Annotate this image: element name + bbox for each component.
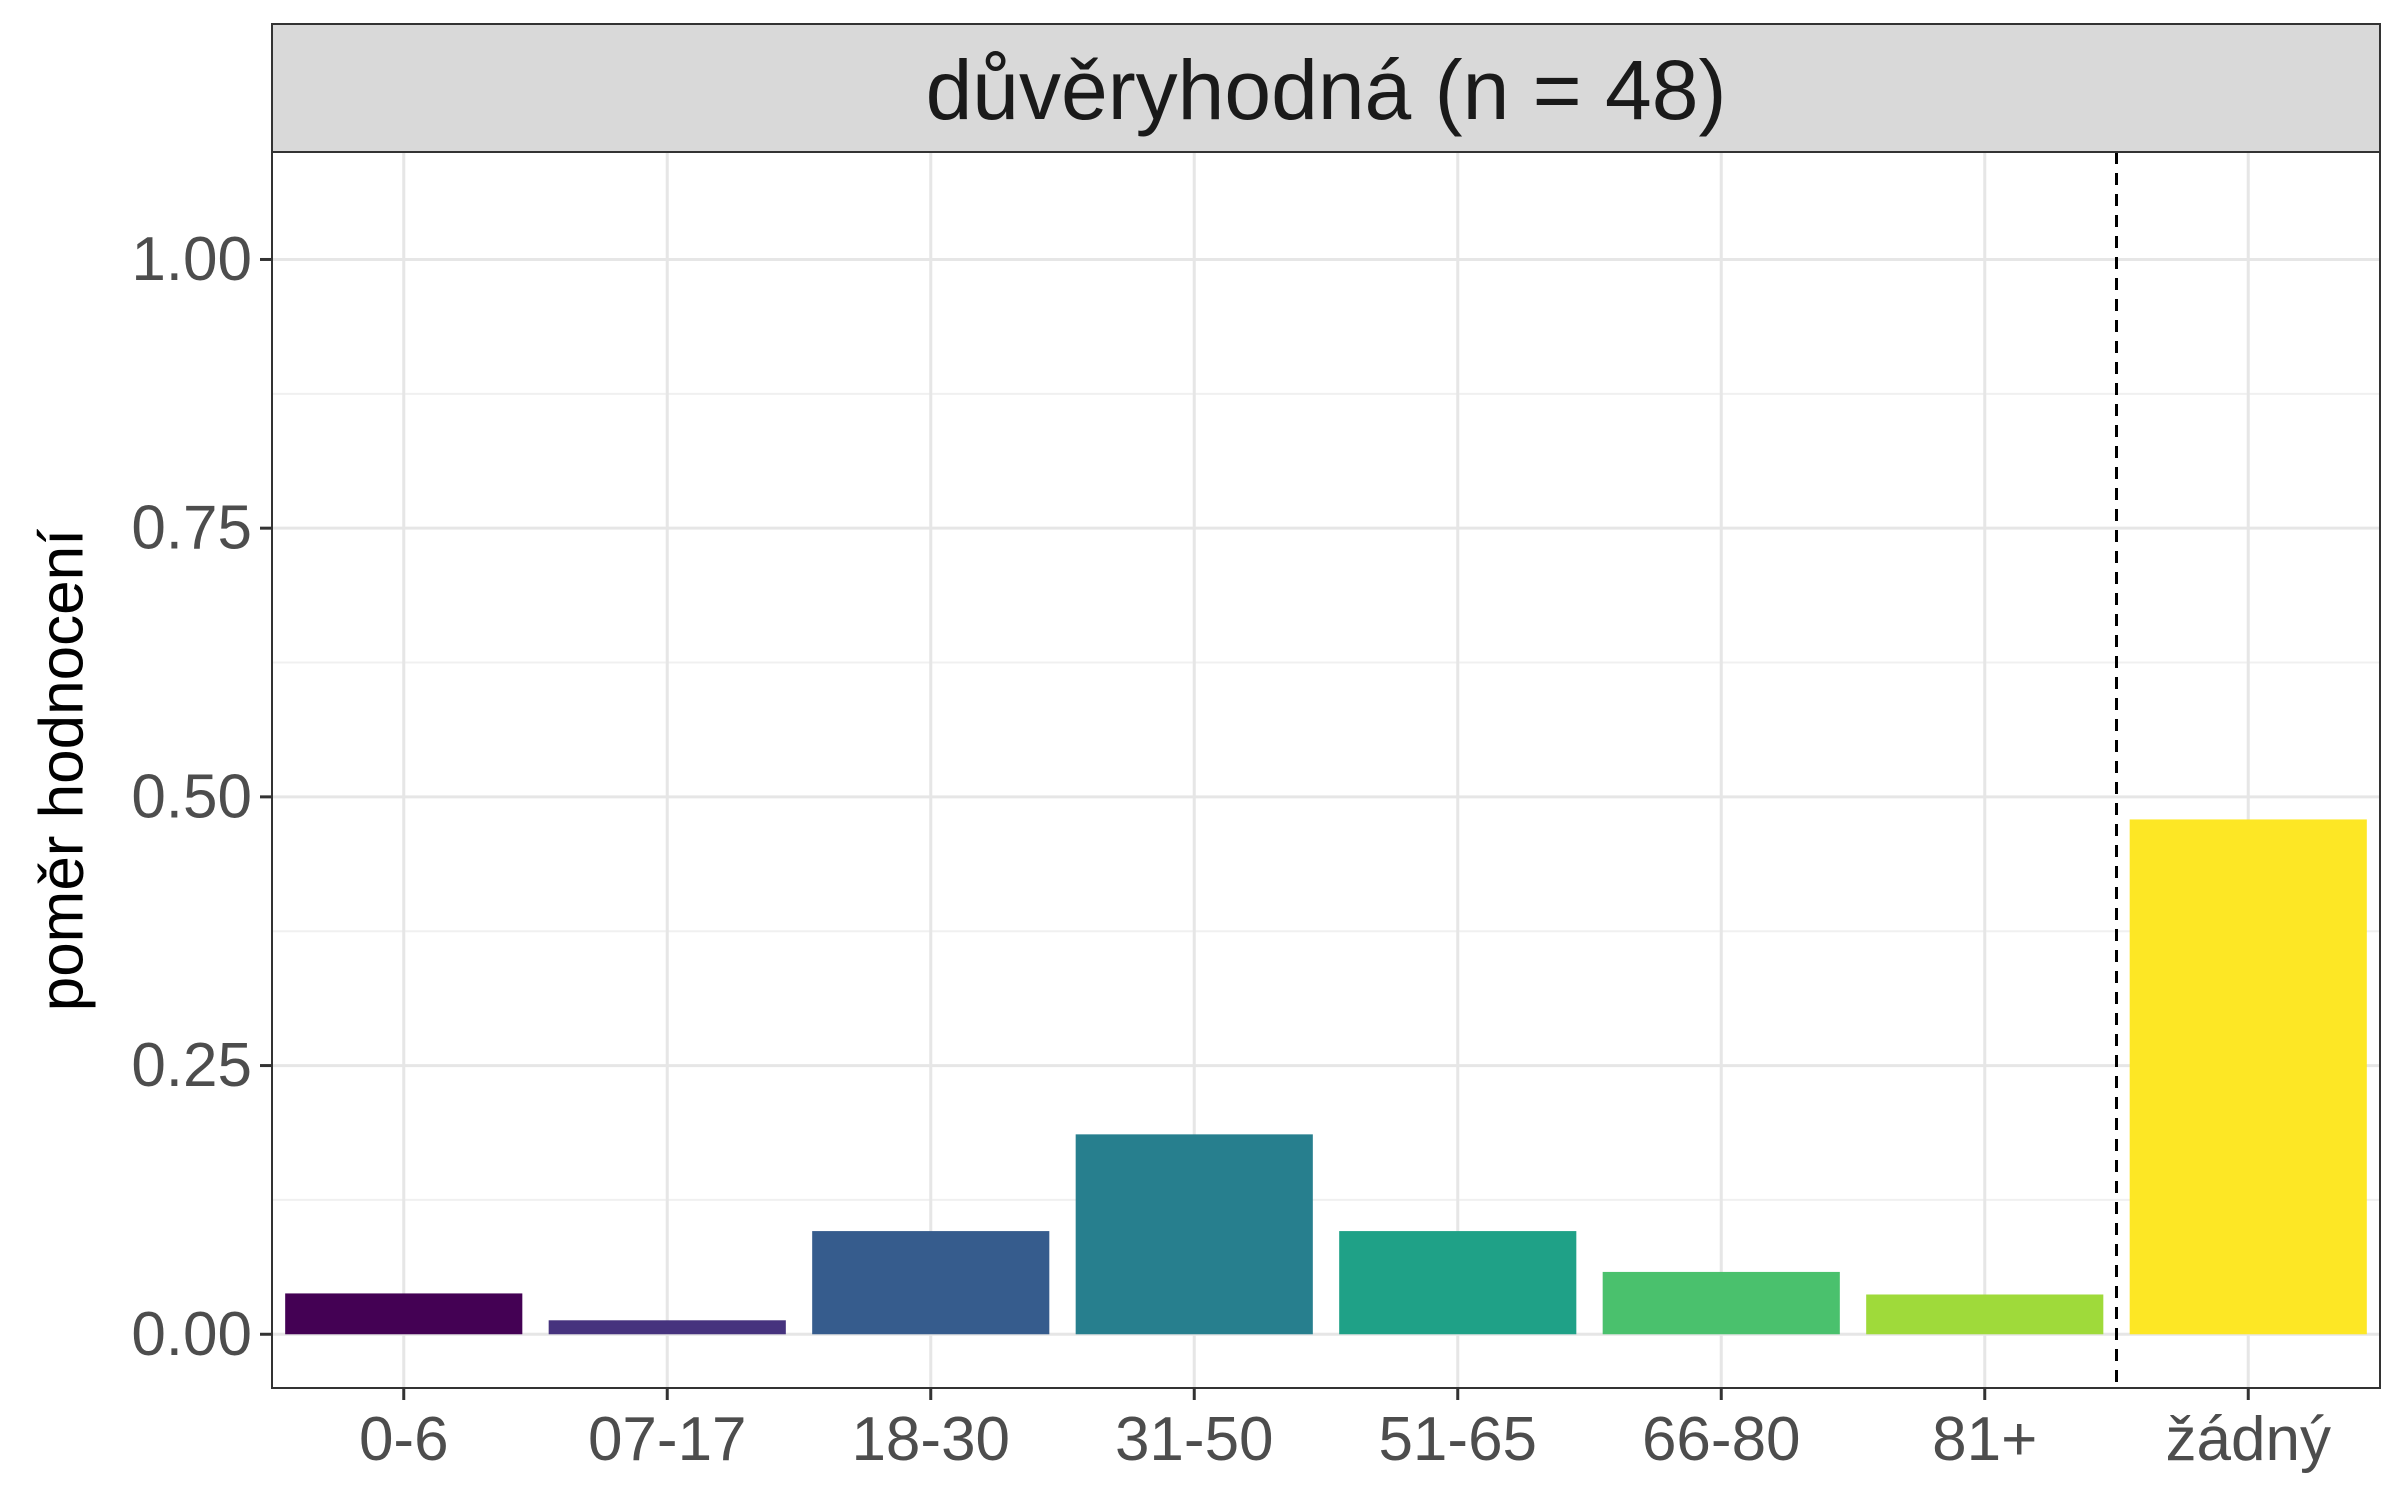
x-tick-label: 66-80 [1642,1405,1801,1474]
panel-border [271,151,2381,1389]
facet-strip-label: důvěryhodná (n = 48) [926,43,1727,137]
facet-strip: důvěryhodná (n = 48) [271,23,2381,153]
y-axis: 0.00 0.25 0.50 0.75 1.00 [131,225,272,1369]
x-tick-label: žádný [2166,1405,2331,1474]
facet-strip-background [271,23,2381,153]
y-tick-label: 0.00 [131,1300,252,1369]
y-tick-label: 0.75 [131,494,252,563]
x-tick-label: 31-50 [1115,1405,1274,1474]
grid-lines [272,152,2380,1388]
x-tick-label: 18-30 [851,1405,1010,1474]
bar-51-65 [1339,1231,1577,1335]
y-tick-label: 1.00 [131,225,252,294]
bar-31-50 [1075,1134,1313,1335]
x-tick-label: 51-65 [1378,1405,1537,1474]
y-tick-label: 0.50 [131,762,252,831]
bar-66-80 [1602,1271,1840,1335]
x-tick-label: 81+ [1932,1405,2037,1474]
bars [285,819,2367,1335]
y-axis-title: poměr hodnocení [28,529,97,1012]
bar-18-30 [812,1231,1050,1335]
y-tick-label: 0.25 [131,1031,252,1100]
x-axis: 0-6 07-17 18-30 31-50 51-65 66-80 81+ žádný [359,1388,2331,1474]
x-tick-label: 0-6 [359,1405,449,1474]
bar-07-17 [548,1320,786,1335]
bar-0-6 [285,1293,523,1335]
x-tick-label: 07-17 [588,1405,747,1474]
bar-žádný [2129,819,2367,1335]
bar-81+ [1866,1294,2104,1335]
